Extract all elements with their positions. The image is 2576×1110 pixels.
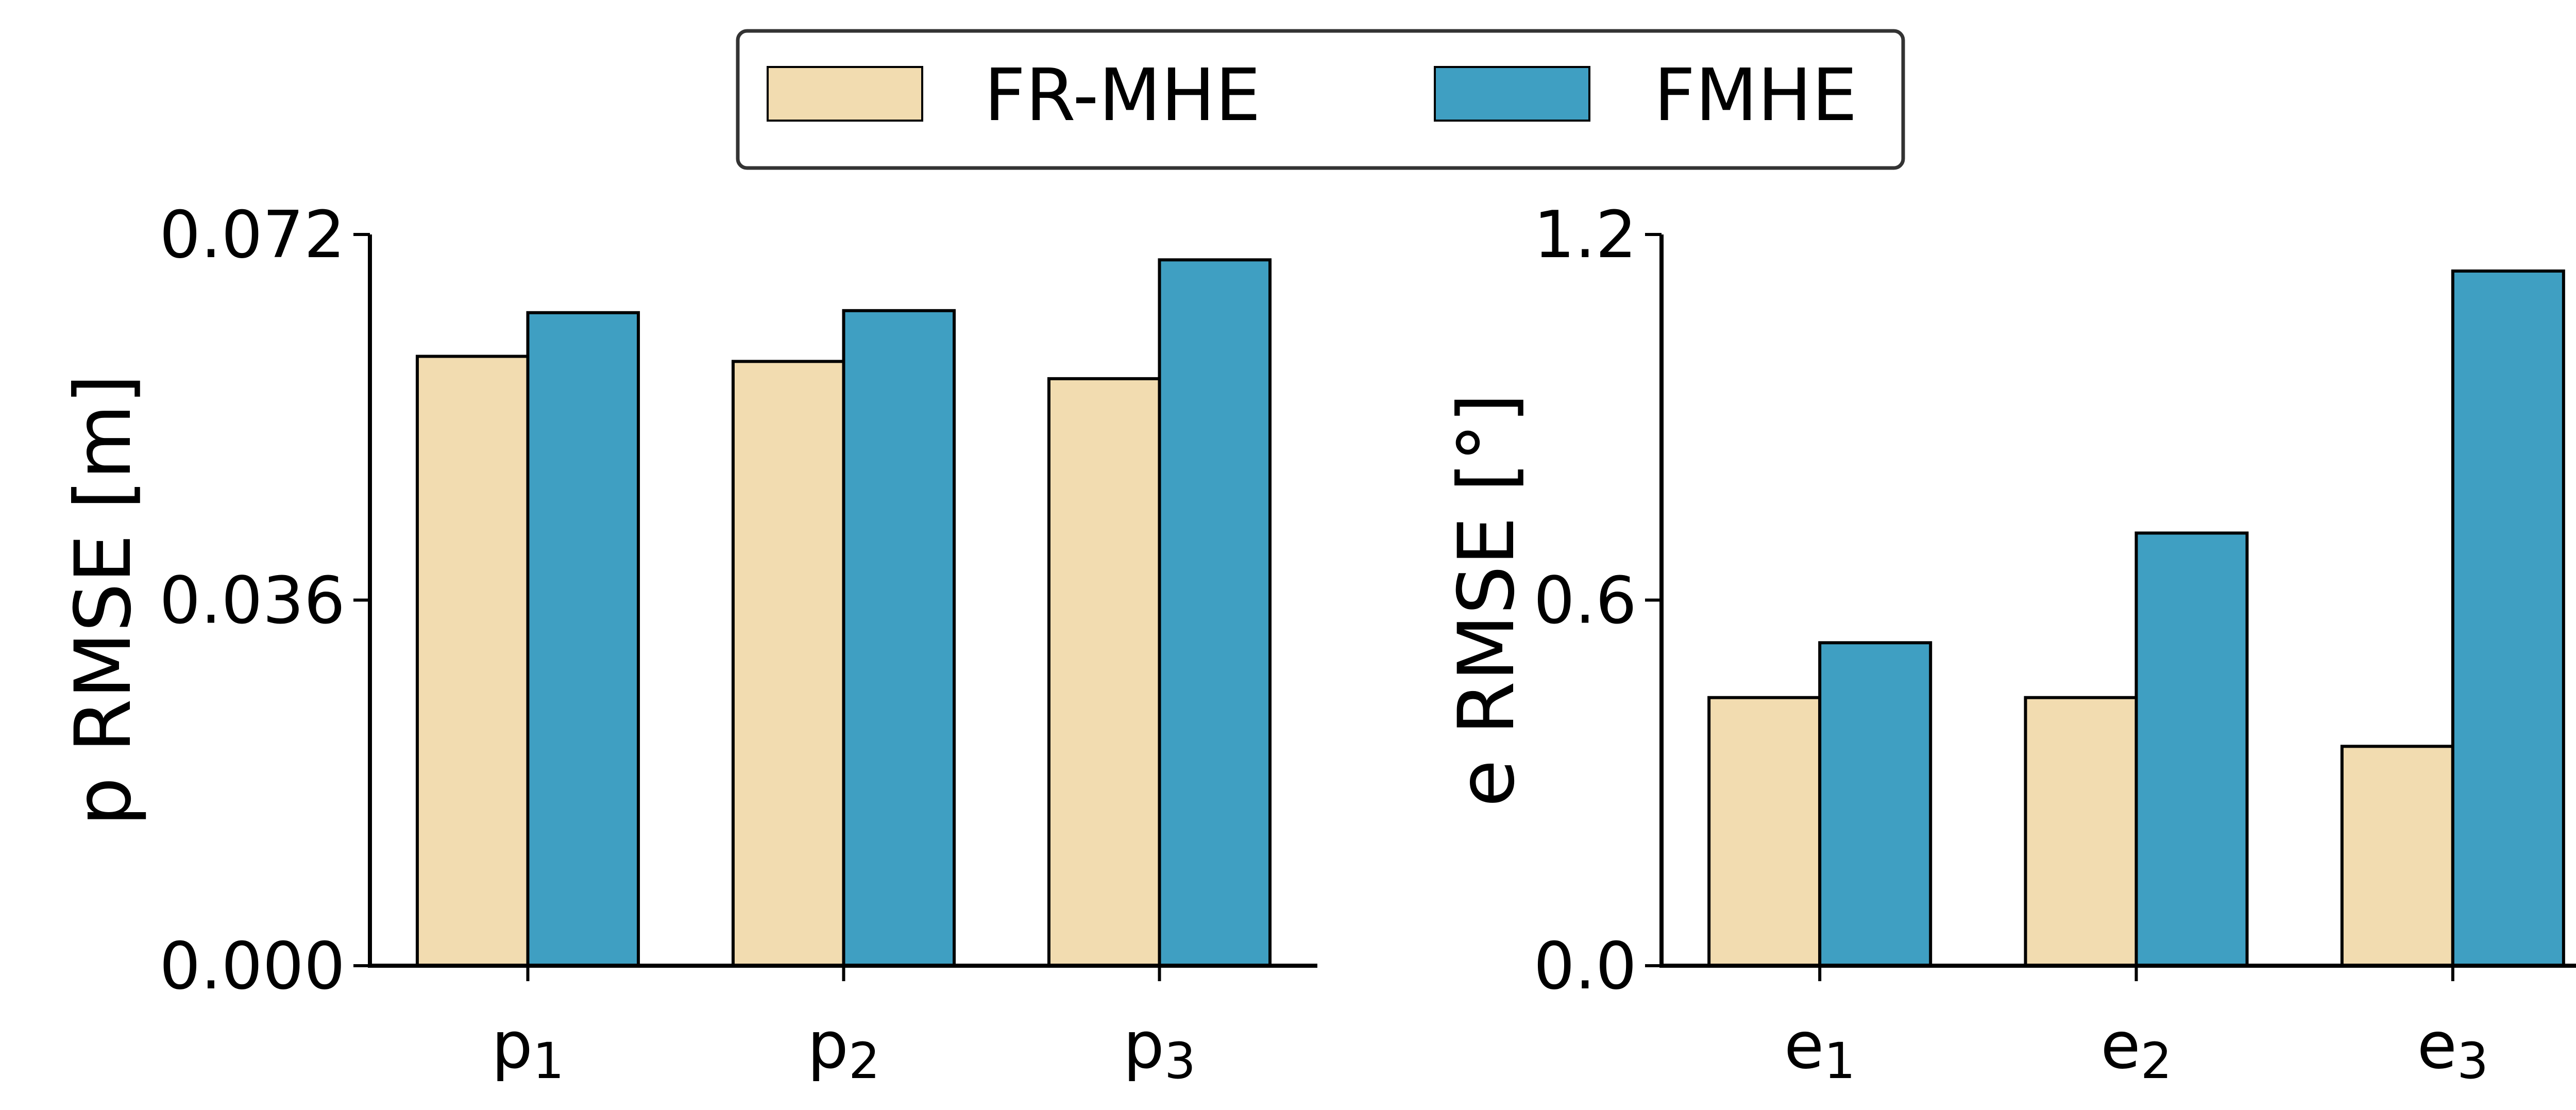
bar-fr-mhe-p1: [415, 355, 530, 967]
y-tick-label-0-6: 0.6: [1534, 563, 1637, 638]
x-tick-label-base: e: [2100, 1007, 2141, 1083]
x-tick-label-base: e: [2417, 1007, 2458, 1083]
x-tick-label-base: e: [1784, 1007, 1824, 1083]
bar-fr-mhe-e3: [2340, 745, 2454, 968]
bar-fr-mhe-e1: [1707, 696, 1822, 967]
bar-fr-mhe-e2: [2024, 696, 2138, 967]
legend-swatch-fmhe: [1434, 66, 1590, 122]
bar-fr-mhe-p3: [1047, 377, 1161, 968]
x-tick-label-subscript: 1: [1824, 1032, 1855, 1090]
x-tick-label-p3: p3: [1123, 1007, 1196, 1090]
y-axis-label: e RMSE [°]: [1442, 393, 1532, 807]
x-tick-label-e2: e2: [2100, 1007, 2172, 1090]
y-tick-label-0-036: 0.036: [159, 563, 345, 638]
bar-fmhe-p3: [1158, 258, 1272, 967]
bar-fmhe-p2: [842, 309, 956, 967]
x-tick-label-p1: p1: [492, 1007, 564, 1090]
x-tick-label-subscript: 2: [849, 1032, 880, 1090]
x-tick-label-base: p: [492, 1007, 533, 1083]
x-tick-label-p2: p2: [807, 1007, 880, 1090]
x-tick-label-subscript: 2: [2141, 1032, 2172, 1090]
x-tick-label-subscript: 3: [1164, 1032, 1196, 1090]
chart-panel-orientation-rmse: e1 e2 e30.00.61.2e RMSE [°]: [1442, 197, 2576, 1090]
bar-fr-mhe-p2: [731, 360, 845, 968]
bar-fmhe-e3: [2451, 269, 2565, 968]
x-tick-label-base: p: [807, 1007, 849, 1083]
legend-label-fmhe: FMHE: [1654, 54, 1857, 138]
y-tick-label-0-072: 0.072: [159, 197, 345, 273]
x-tick-label-subscript: 3: [2457, 1032, 2488, 1090]
bar-fmhe-p1: [526, 311, 640, 967]
y-axis-label: p RMSE [m]: [59, 374, 148, 826]
bar-fmhe-e1: [1818, 641, 1933, 967]
legend-frame: [736, 29, 1905, 170]
y-tick-label-1-2: 1.2: [1534, 197, 1637, 273]
legend-swatch-fr-mhe: [767, 66, 923, 122]
y-tick-label-0-0: 0.0: [1534, 928, 1637, 1004]
bar-fmhe-e2: [2134, 531, 2249, 968]
x-tick-label-subscript: 1: [533, 1032, 564, 1090]
x-tick-label-base: p: [1123, 1007, 1164, 1083]
x-tick-label-e3: e3: [2417, 1007, 2489, 1090]
legend-label-fr-mhe: FR-MHE: [984, 54, 1261, 138]
legend: FR-MHE FMHE: [736, 29, 1905, 170]
y-tick-label-0-000: 0.000: [159, 928, 345, 1004]
x-tick-label-e1: e1: [1784, 1007, 1856, 1090]
